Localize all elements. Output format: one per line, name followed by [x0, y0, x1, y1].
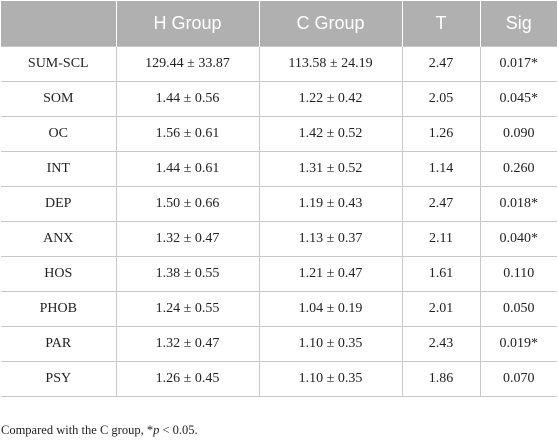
- sig-value: 0.018*: [479, 186, 557, 222]
- sig-value: 0.110: [479, 256, 557, 292]
- sig-value: 0.260: [479, 151, 557, 187]
- sig-value: 0.045*: [479, 81, 557, 117]
- c-group-value: 1.04 ± 0.19: [258, 291, 403, 327]
- sig-value: 0.040*: [479, 221, 557, 257]
- sig-value: 0.050: [479, 291, 557, 327]
- c-group-value: 1.10 ± 0.35: [258, 361, 403, 397]
- t-value: 2.47: [401, 46, 481, 82]
- h-group-value: 1.50 ± 0.66: [115, 186, 260, 222]
- sig-value: 0.090: [479, 116, 557, 152]
- t-value: 2.01: [401, 291, 481, 327]
- footnote-prefix: Compared with the C group, *: [1, 423, 154, 437]
- t-value: 2.47: [401, 186, 481, 222]
- header-cell-c-group: C Group: [258, 1, 402, 47]
- table-row: INT 1.44 ± 0.61 1.31 ± 0.52 1.14 0.260: [1, 151, 557, 187]
- row-label: OC: [1, 116, 117, 152]
- header-cell-t: T: [401, 1, 480, 47]
- row-label: PAR: [1, 326, 117, 362]
- t-value: 2.05: [401, 81, 481, 117]
- c-group-value: 1.10 ± 0.35: [258, 326, 403, 362]
- row-label: PHOB: [1, 291, 117, 327]
- t-value: 1.26: [401, 116, 481, 152]
- h-group-value: 1.32 ± 0.47: [115, 326, 260, 362]
- row-label: ANX: [1, 221, 117, 257]
- header-cell-h-group: H Group: [115, 1, 259, 47]
- row-label: HOS: [1, 256, 117, 292]
- h-group-value: 1.24 ± 0.55: [115, 291, 260, 327]
- row-label: SOM: [1, 81, 117, 117]
- c-group-value: 113.58 ± 24.19: [258, 46, 403, 82]
- h-group-value: 1.38 ± 0.55: [115, 256, 260, 292]
- header-row: H Group C Group T Sig: [1, 1, 557, 47]
- c-group-value: 1.42 ± 0.52: [258, 116, 403, 152]
- table-row: SUM-SCL 129.44 ± 33.87 113.58 ± 24.19 2.…: [1, 46, 557, 82]
- t-value: 1.86: [401, 361, 481, 397]
- t-value: 2.11: [401, 221, 481, 257]
- c-group-value: 1.19 ± 0.43: [258, 186, 403, 222]
- table-row: HOS 1.38 ± 0.55 1.21 ± 0.47 1.61 0.110: [1, 256, 557, 292]
- h-group-value: 1.26 ± 0.45: [115, 361, 260, 397]
- row-label: PSY: [1, 361, 117, 397]
- table-row: PSY 1.26 ± 0.45 1.10 ± 0.35 1.86 0.070: [1, 361, 557, 397]
- c-group-value: 1.21 ± 0.47: [258, 256, 403, 292]
- header-cell-label: [1, 1, 116, 47]
- sig-value: 0.017*: [479, 46, 557, 82]
- row-label: INT: [1, 151, 117, 187]
- results-table: H Group C Group T Sig SUM-SCL 129.44 ± 3…: [1, 1, 557, 397]
- sig-value: 0.019*: [479, 326, 557, 362]
- table-row: SOM 1.44 ± 0.56 1.22 ± 0.42 2.05 0.045*: [1, 81, 557, 117]
- c-group-value: 1.31 ± 0.52: [258, 151, 403, 187]
- header-cell-sig: Sig: [479, 1, 557, 47]
- table-row: PHOB 1.24 ± 0.55 1.04 ± 0.19 2.01 0.050: [1, 291, 557, 327]
- t-value: 1.61: [401, 256, 481, 292]
- t-value: 2.43: [401, 326, 481, 362]
- h-group-value: 1.44 ± 0.56: [115, 81, 260, 117]
- table-row: OC 1.56 ± 0.61 1.42 ± 0.52 1.26 0.090: [1, 116, 557, 152]
- c-group-value: 1.13 ± 0.37: [258, 221, 403, 257]
- table-row: PAR 1.32 ± 0.47 1.10 ± 0.35 2.43 0.019*: [1, 326, 557, 362]
- footnote-p-symbol: p: [153, 423, 160, 437]
- row-label: DEP: [1, 186, 117, 222]
- h-group-value: 1.56 ± 0.61: [115, 116, 260, 152]
- t-value: 1.14: [401, 151, 481, 187]
- table-footnote: Compared with the C group, *p < 0.05.: [1, 423, 198, 438]
- table-row: ANX 1.32 ± 0.47 1.13 ± 0.37 2.11 0.040*: [1, 221, 557, 257]
- table-row: DEP 1.50 ± 0.66 1.19 ± 0.43 2.47 0.018*: [1, 186, 557, 222]
- h-group-value: 1.32 ± 0.47: [115, 221, 260, 257]
- footnote-suffix: < 0.05.: [159, 423, 198, 437]
- sig-value: 0.070: [479, 361, 557, 397]
- row-label: SUM-SCL: [1, 46, 117, 82]
- h-group-value: 1.44 ± 0.61: [115, 151, 260, 187]
- c-group-value: 1.22 ± 0.42: [258, 81, 403, 117]
- h-group-value: 129.44 ± 33.87: [115, 46, 260, 82]
